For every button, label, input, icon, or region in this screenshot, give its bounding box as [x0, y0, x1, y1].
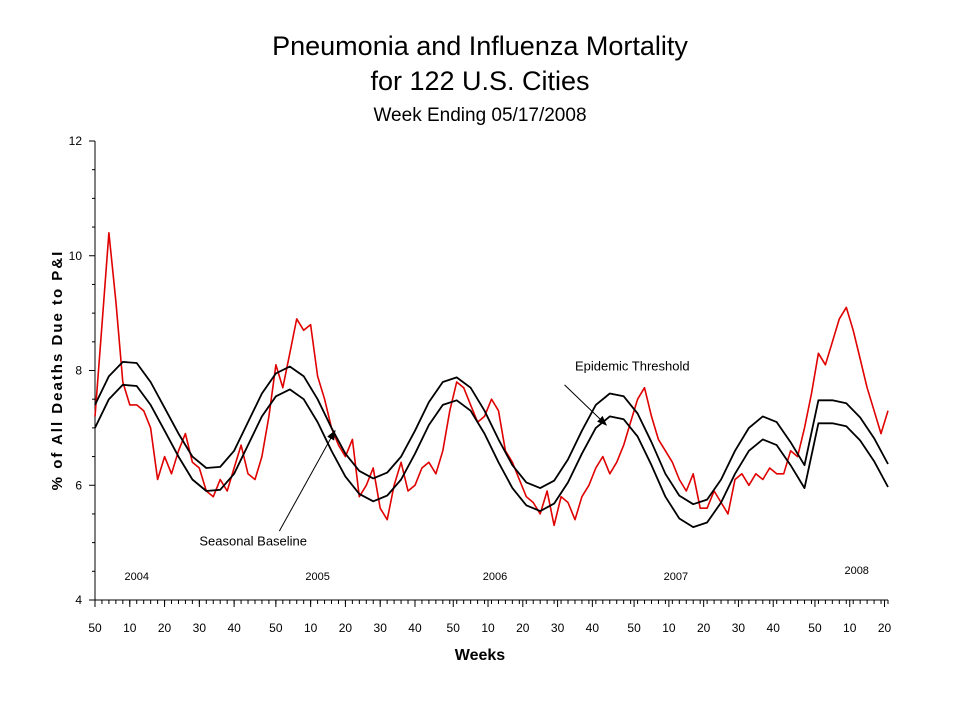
chart-title-line2: for 122 U.S. Cities — [370, 66, 589, 96]
year-label: 2005 — [305, 571, 329, 583]
p-and-i-mortality-series — [94, 232, 889, 527]
series-lines — [94, 232, 889, 528]
x-tick-label: 10 — [123, 621, 137, 635]
x-tick-label: 50 — [269, 621, 283, 635]
x-tick-label: 40 — [227, 621, 241, 635]
y-tick-label: 8 — [75, 364, 82, 378]
x-tick-label: 10 — [843, 621, 857, 635]
x-tick-label: 20 — [516, 621, 530, 635]
y-tick-label: 12 — [69, 134, 83, 148]
x-tick-label: 40 — [408, 621, 422, 635]
chart-title: Pneumonia and Influenza Mortality — [272, 31, 688, 61]
year-label: 2007 — [664, 571, 688, 583]
chart-subtitle: Week Ending 05/17/2008 — [373, 105, 586, 126]
x-tick-label: 30 — [551, 621, 565, 635]
year-label: 2004 — [124, 571, 148, 583]
x-tick-label: 20 — [878, 621, 892, 635]
x-tick-label: 20 — [339, 621, 353, 635]
y-tick-label: 10 — [69, 249, 83, 263]
seasonal-baseline-series — [94, 383, 889, 528]
epidemic-threshold-label: Epidemic Threshold — [575, 359, 690, 374]
x-tick-label: 20 — [697, 621, 711, 635]
x-tick-label: 40 — [767, 621, 781, 635]
x-tick-label: 10 — [304, 621, 318, 635]
x-tick-label: 50 — [447, 621, 461, 635]
year-label: 2006 — [483, 571, 507, 583]
annotations: Epidemic Threshold Seasonal Baseline — [199, 359, 689, 549]
x-tick-label: 50 — [627, 621, 641, 635]
x-tick-label: 30 — [732, 621, 746, 635]
x-axis-title: Weeks — [455, 647, 506, 664]
seasonal-baseline-label: Seasonal Baseline — [199, 533, 307, 548]
y-tick-label: 6 — [75, 478, 82, 492]
y-tick-label: 4 — [75, 593, 82, 607]
x-tick-label: 50 — [808, 621, 822, 635]
epidemic-threshold-arrow — [564, 384, 607, 426]
x-tick-label: 10 — [662, 621, 676, 635]
x-tick-label: 30 — [374, 621, 388, 635]
x-tick-label: 50 — [88, 621, 102, 635]
x-tick-label: 20 — [158, 621, 172, 635]
y-axis-title: % of All Deaths Due to P&I — [49, 250, 66, 491]
axes: 4 6 8 10 12 50 10 20 30 40 50 10 20 30 40 50 10 20 30 40 50 1… — [69, 134, 892, 635]
x-tick-label: 30 — [193, 621, 207, 635]
x-tick-label: 40 — [586, 621, 600, 635]
seasonal-baseline-arrow — [278, 429, 336, 532]
epidemic-threshold-series — [94, 360, 889, 506]
x-tick-label: 10 — [481, 621, 495, 635]
year-label: 2008 — [844, 565, 868, 577]
